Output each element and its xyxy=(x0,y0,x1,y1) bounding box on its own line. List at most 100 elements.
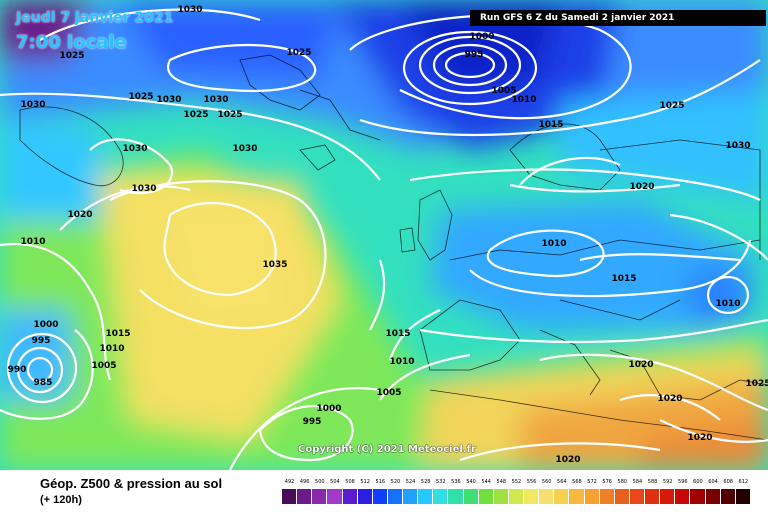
scale-step: 588 xyxy=(645,479,661,504)
scale-step: 580 xyxy=(614,479,630,504)
scale-swatch xyxy=(463,489,479,504)
scale-label: 568 xyxy=(572,479,582,485)
z500-color-field xyxy=(0,0,768,470)
scale-label: 612 xyxy=(738,479,749,485)
scale-label: 580 xyxy=(617,479,628,485)
scale-step: 508 xyxy=(342,479,358,504)
isobar-label: 1005 xyxy=(376,388,401,398)
scale-swatch xyxy=(282,489,298,504)
scale-swatch xyxy=(493,489,509,504)
model-run-banner: Run GFS 6 Z du Samedi 2 janvier 2021 xyxy=(470,10,766,26)
scale-swatch xyxy=(387,489,403,504)
isobar-label: 995 xyxy=(465,50,484,60)
scale-label: 492 xyxy=(284,479,295,485)
scale-step: 532 xyxy=(433,479,449,504)
isobar-label: 1015 xyxy=(538,120,563,130)
scale-swatch xyxy=(342,489,358,504)
scale-step: 572 xyxy=(584,479,600,504)
scale-step: 596 xyxy=(675,479,691,504)
scale-step: 528 xyxy=(418,479,434,504)
scale-step: 564 xyxy=(554,479,570,504)
isobar-label: 1000 xyxy=(316,404,341,414)
isobar-label: 1010 xyxy=(541,239,566,249)
scale-label: 512 xyxy=(360,479,370,485)
scale-step: 600 xyxy=(690,479,706,504)
scale-swatch xyxy=(554,489,570,504)
scale-label: 524 xyxy=(405,479,416,485)
scale-step: 552 xyxy=(508,479,524,504)
isobar-label: 995 xyxy=(32,336,51,346)
isobar-label: 1025 xyxy=(59,51,84,61)
scale-label: 596 xyxy=(678,479,688,485)
scale-step: 496 xyxy=(297,479,313,504)
scale-label: 500 xyxy=(315,479,325,485)
isobar-label: 1025 xyxy=(745,379,768,389)
scale-swatch xyxy=(478,489,494,504)
scale-swatch xyxy=(645,489,661,504)
isobar-label: 1030 xyxy=(725,141,750,151)
isobar-label: 990 xyxy=(8,365,27,375)
isobar-label: 1000 xyxy=(33,320,58,330)
isobar-label: 1010 xyxy=(511,95,536,105)
scale-swatch xyxy=(629,489,645,504)
isobar-label: 1015 xyxy=(611,274,636,284)
isobar-label: 1025 xyxy=(286,48,311,58)
isobar-label: 1020 xyxy=(657,394,682,404)
isobar-label: 1030 xyxy=(156,95,181,105)
scale-label: 592 xyxy=(662,479,673,485)
isobar-label: 1010 xyxy=(99,344,124,354)
scale-step: 540 xyxy=(463,479,479,504)
scale-step: 500 xyxy=(312,479,328,504)
isobar-label: 1015 xyxy=(385,329,410,339)
scale-step: 544 xyxy=(478,479,494,504)
scale-label: 564 xyxy=(557,479,567,485)
isobar-labels: 1030 1025 1025 1030 1025 1030 1030 1025 … xyxy=(8,5,768,465)
isobar-label: 1030 xyxy=(20,100,45,110)
scale-label: 540 xyxy=(466,479,476,485)
scale-label: 556 xyxy=(526,479,537,485)
scale-label: 604 xyxy=(708,479,718,485)
scale-swatch xyxy=(357,489,373,504)
isobar-label: 1020 xyxy=(555,455,580,465)
isobar-label: 1010 xyxy=(389,357,414,367)
scale-step: 608 xyxy=(720,479,736,504)
scale-swatch xyxy=(599,489,615,504)
scale-label: 516 xyxy=(375,479,386,485)
scale-swatch xyxy=(297,489,313,504)
isobar-label: 1025 xyxy=(183,110,208,120)
isobar-label: 1020 xyxy=(629,182,654,192)
scale-swatch xyxy=(660,489,676,504)
isobar-label: 1030 xyxy=(232,144,257,154)
isobar-label: 1020 xyxy=(628,360,653,370)
scale-label: 600 xyxy=(693,479,703,485)
scale-label: 504 xyxy=(330,479,340,485)
scale-label: 520 xyxy=(390,479,401,485)
isobar-label: 1005 xyxy=(491,86,516,96)
scale-step: 568 xyxy=(569,479,585,504)
scale-label: 588 xyxy=(647,479,658,485)
scale-step: 560 xyxy=(539,479,555,504)
scale-step: 524 xyxy=(403,479,419,504)
isobar-label: 1015 xyxy=(105,329,130,339)
scale-label: 496 xyxy=(299,479,310,485)
isobar-label: 1030 xyxy=(122,144,147,154)
scale-step: 548 xyxy=(493,479,509,504)
scale-swatch xyxy=(418,489,434,504)
scale-step: 556 xyxy=(524,479,540,504)
scale-label: 548 xyxy=(496,479,507,485)
isobar-label: 1025 xyxy=(128,92,153,102)
scale-swatch xyxy=(735,489,751,504)
scale-swatch xyxy=(569,489,585,504)
scale-step: 576 xyxy=(599,479,615,504)
isobar-label: 1010 xyxy=(715,299,740,309)
scale-swatch xyxy=(584,489,600,504)
isobars xyxy=(0,8,768,470)
scale-label: 584 xyxy=(632,479,643,485)
scale-label: 576 xyxy=(602,479,612,485)
scale-step: 584 xyxy=(629,479,645,504)
isobar-label: 1020 xyxy=(67,210,92,220)
isobar-label: 1030 xyxy=(203,95,228,105)
scale-swatch xyxy=(690,489,706,504)
scale-step: 492 xyxy=(282,479,298,504)
forecast-date: Jeudi 7 janvier 2021 xyxy=(16,10,174,26)
